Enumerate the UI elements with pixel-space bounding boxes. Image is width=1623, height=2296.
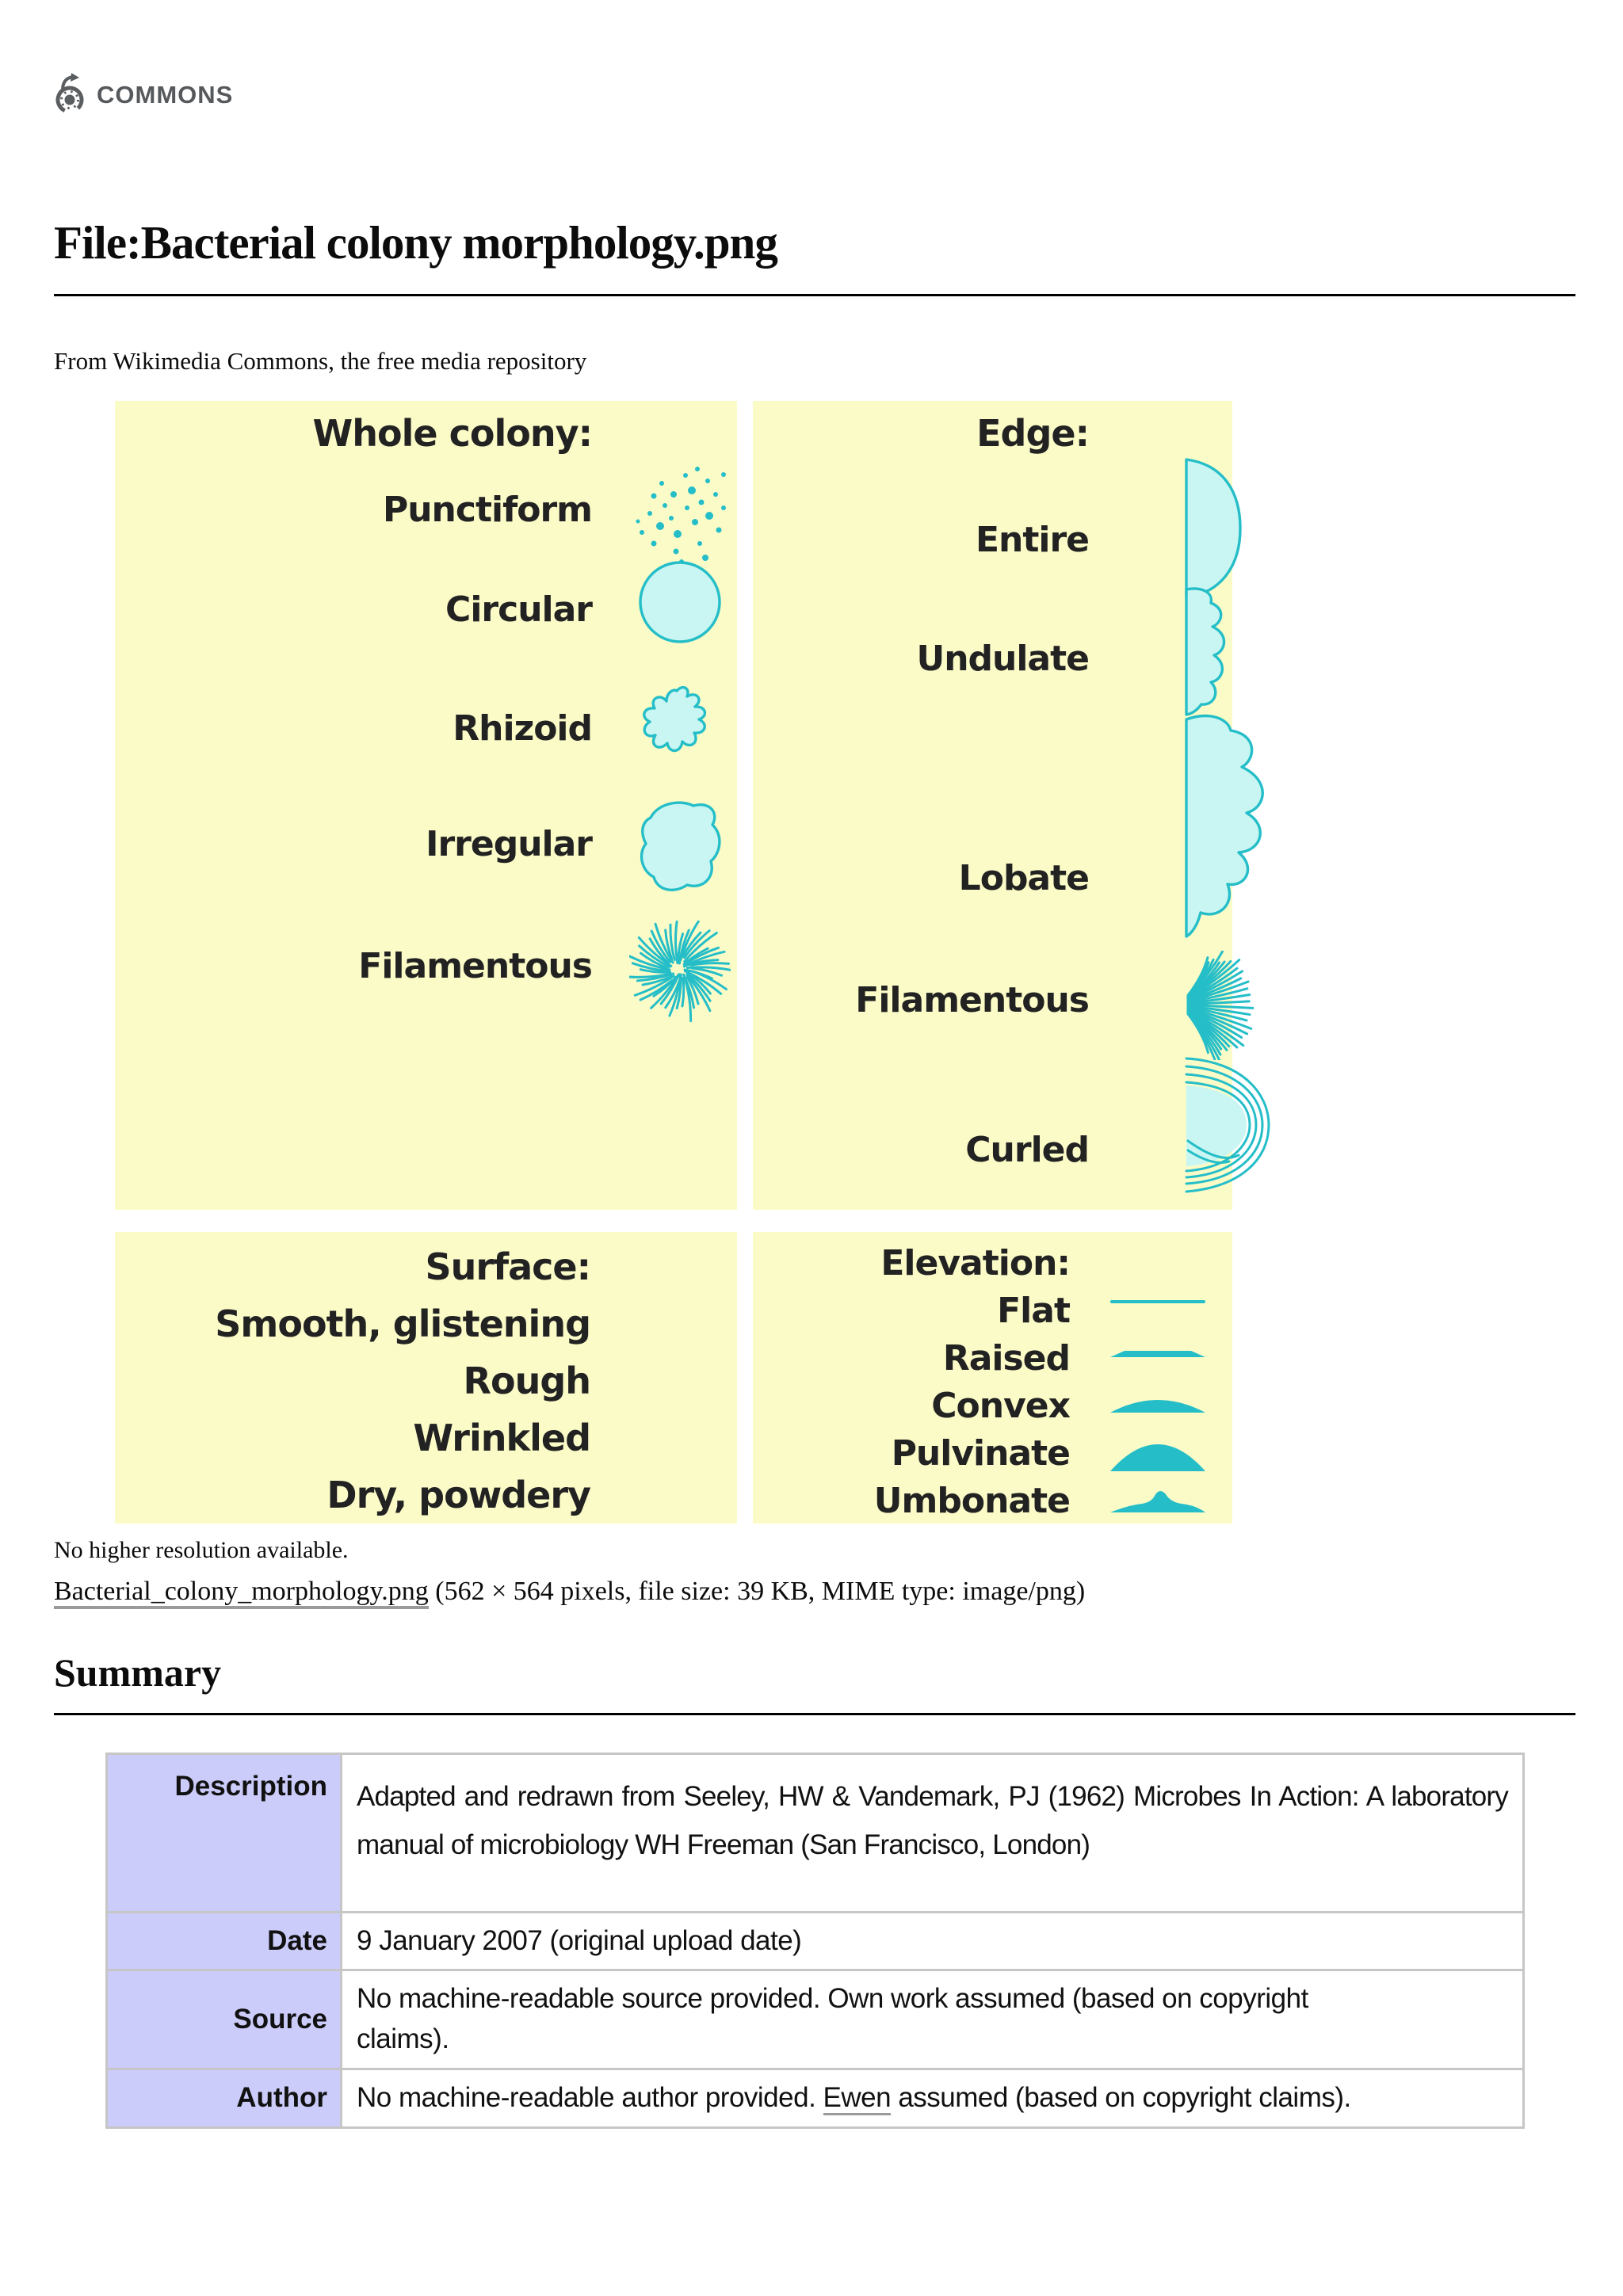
file-link[interactable]: Bacterial_colony_morphology.png — [54, 1577, 429, 1609]
file-info: (562 × 564 pixels, file size: 39 KB, MIM… — [428, 1577, 1086, 1606]
irregular-icon — [626, 794, 733, 898]
label-wrinkled: Wrinkled — [413, 1417, 591, 1459]
author-label: Author — [105, 2067, 342, 2129]
panel-edge: Edge: Entire Undulate Lobate Filamentous — [753, 401, 1270, 1210]
flat-elevation-icon — [1106, 1289, 1210, 1333]
label-umbonate: Umbonate — [873, 1481, 1071, 1521]
label-edge-filamentous: Filamentous — [855, 980, 1090, 1020]
punctiform-icon — [626, 458, 733, 569]
whole-colony-title: Whole colony: — [312, 412, 593, 455]
rhizoid-icon — [626, 680, 733, 781]
description-label: Description — [105, 1753, 342, 1913]
table-row-source: Source No machine-readable source provid… — [105, 1969, 1525, 2070]
label-raised: Raised — [942, 1338, 1071, 1379]
label-undulate: Undulate — [916, 639, 1090, 679]
no-higher-resolution-note: No higher resolution available. — [54, 1537, 349, 1563]
elevation-title: Elevation: — [880, 1243, 1071, 1283]
label-lobate: Lobate — [958, 858, 1090, 898]
label-curled: Curled — [965, 1130, 1090, 1170]
file-link-line: Bacterial_colony_morphology.png (562 × 5… — [54, 1577, 1086, 1609]
edge-title: Edge: — [976, 412, 1090, 455]
date-value: 9 January 2007 (original upload date) — [340, 1910, 1525, 1972]
raised-elevation-icon — [1106, 1337, 1210, 1381]
label-rhizoid: Rhizoid — [453, 708, 593, 749]
label-convex: Convex — [931, 1386, 1071, 1426]
filamentous-icon — [626, 914, 733, 1025]
panel-surface: Surface: Smooth, glistening Rough Wrinkl… — [115, 1232, 737, 1524]
label-rough: Rough — [463, 1360, 591, 1402]
label-punctiform: Punctiform — [382, 490, 593, 530]
curled-edge-icon — [1185, 1044, 1274, 1211]
label-dry-powdery: Dry, powdery — [327, 1474, 591, 1516]
pulvinate-elevation-icon — [1106, 1432, 1210, 1476]
surface-title: Surface: — [425, 1245, 591, 1288]
description-value: Adapted and redrawn from Seeley, HW & Va… — [340, 1753, 1525, 1913]
summary-heading: Summary — [54, 1650, 1575, 1715]
label-flat: Flat — [997, 1291, 1071, 1331]
author-link[interactable]: Ewen — [823, 2081, 892, 2115]
table-row-description: Description Adapted and redrawn from See… — [105, 1753, 1525, 1913]
umbonate-elevation-icon — [1106, 1479, 1210, 1524]
commons-logo: COMMONS — [52, 73, 233, 117]
label-entire: Entire — [975, 520, 1090, 560]
undulate-edge-icon — [1185, 585, 1235, 724]
label-circular: Circular — [445, 589, 593, 630]
page-title: File:Bacterial colony morphology.png — [54, 215, 1575, 296]
author-value: No machine-readable author provided. Ewe… — [340, 2067, 1525, 2129]
label-smooth-glistening: Smooth, glistening — [215, 1302, 591, 1345]
table-row-date: Date 9 January 2007 (original upload dat… — [105, 1910, 1525, 1972]
panel-elevation: Elevation: Flat Raised Convex — [753, 1232, 1232, 1524]
commons-logo-icon — [55, 73, 84, 114]
convex-elevation-icon — [1106, 1384, 1210, 1428]
file-info-table: Description Adapted and redrawn from See… — [105, 1753, 1525, 2129]
entire-edge-icon — [1185, 456, 1245, 605]
commons-logo-text: COMMONS — [97, 81, 234, 109]
file-image[interactable]: Whole colony: Punctiform — [111, 401, 1270, 1524]
lobate-edge-icon — [1185, 711, 1274, 946]
panel-whole-colony: Whole colony: Punctiform — [115, 401, 737, 1210]
circular-icon — [626, 553, 733, 654]
source-value: No machine-readable source provided. Own… — [340, 1969, 1525, 2070]
label-filamentous: Filamentous — [358, 946, 593, 986]
label-pulvinate: Pulvinate — [891, 1433, 1071, 1474]
date-label: Date — [105, 1910, 342, 1972]
site-subtitle: From Wikimedia Commons, the free media r… — [54, 347, 587, 375]
table-row-author: Author No machine-readable author provid… — [105, 2067, 1525, 2129]
filamentous-edge-icon — [1185, 950, 1254, 1063]
source-label: Source — [105, 1969, 342, 2070]
label-irregular: Irregular — [426, 824, 593, 864]
